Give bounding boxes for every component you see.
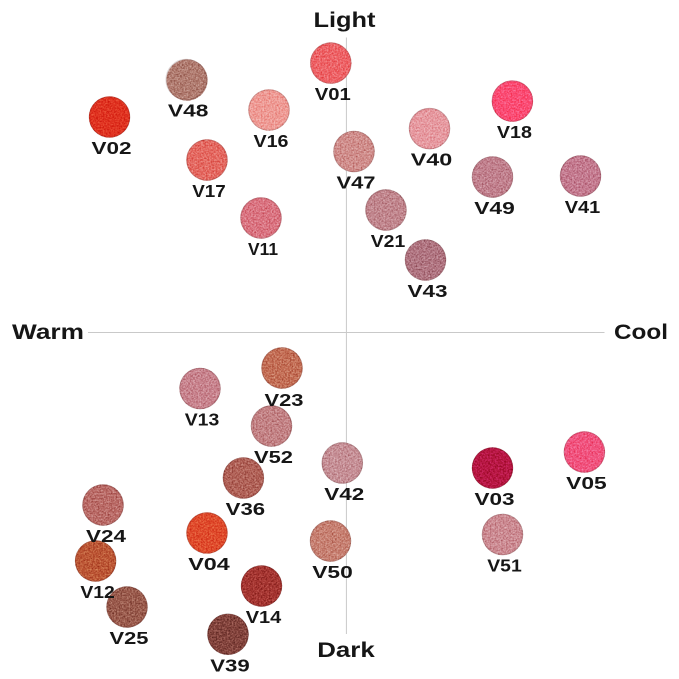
svg-text:V03: V03 (475, 489, 515, 509)
svg-text:V41: V41 (565, 197, 601, 217)
svg-text:V04: V04 (188, 554, 230, 574)
svg-text:V42: V42 (324, 484, 364, 504)
svg-text:V36: V36 (226, 499, 266, 519)
svg-text:V18: V18 (497, 122, 532, 142)
svg-text:V51: V51 (487, 556, 522, 576)
svg-text:Warm: Warm (12, 320, 84, 344)
svg-text:V43: V43 (408, 281, 448, 301)
svg-text:V47: V47 (337, 173, 376, 193)
svg-text:V01: V01 (315, 84, 351, 104)
svg-text:V39: V39 (210, 655, 250, 675)
svg-text:V40: V40 (411, 150, 453, 170)
svg-text:V49: V49 (474, 198, 515, 218)
svg-text:Dark: Dark (317, 638, 375, 662)
svg-text:Light: Light (314, 8, 376, 32)
svg-text:V52: V52 (254, 447, 293, 467)
svg-text:V21: V21 (371, 231, 406, 251)
svg-text:V25: V25 (110, 628, 149, 648)
svg-text:V16: V16 (254, 131, 289, 151)
svg-text:V24: V24 (86, 526, 126, 546)
svg-text:V23: V23 (265, 390, 304, 410)
svg-text:V12: V12 (80, 582, 115, 602)
svg-text:V13: V13 (185, 410, 220, 430)
svg-text:V50: V50 (312, 562, 353, 582)
svg-text:V48: V48 (168, 101, 209, 121)
svg-text:V05: V05 (566, 473, 607, 493)
svg-text:V02: V02 (92, 138, 132, 158)
svg-text:V17: V17 (192, 181, 226, 201)
svg-text:V14: V14 (246, 607, 282, 627)
svg-text:V11: V11 (248, 239, 278, 259)
svg-text:Cool: Cool (614, 320, 668, 344)
